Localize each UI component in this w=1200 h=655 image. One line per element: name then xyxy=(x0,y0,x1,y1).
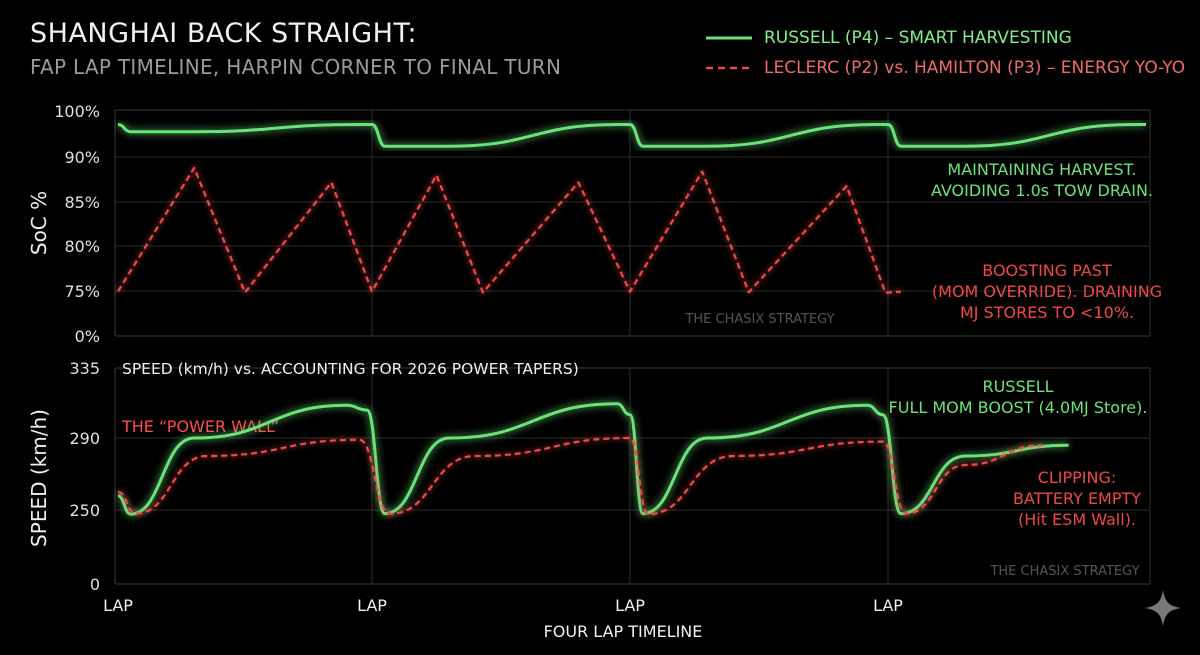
y-tick-label: 75% xyxy=(64,282,100,301)
y-tick-label: 80% xyxy=(64,237,100,256)
speed-series-russell xyxy=(117,402,1069,516)
speed-series-leclerc-hamilton xyxy=(117,436,1043,516)
y-tick-label: 85% xyxy=(64,193,100,212)
panel-title: SPEED (km/h) vs. ACCOUNTING FOR 2026 POW… xyxy=(122,360,579,378)
watermark: THE CHASIX STRATEGY xyxy=(989,564,1139,579)
annotation-clipping-line-3: (Hit ESM Wall). xyxy=(1018,510,1136,529)
y-tick-label: 0 xyxy=(90,575,100,594)
legend-swatch-solid xyxy=(706,36,752,40)
bottom-panel: 335 290 250 0 SPEED (km/h) SPEED (km/h) … xyxy=(27,359,1151,641)
chart-subtitle: FAP LAP TIMELINE, HARPIN CORNER TO FINAL… xyxy=(30,55,562,79)
legend-swatch-dashed xyxy=(706,66,752,70)
x-tick-label: LAP xyxy=(103,596,133,615)
watermark: THE CHASIX STRATEGY xyxy=(684,312,834,327)
y-axis-label: SoC % xyxy=(27,191,51,255)
legend-item-russell: RUSSELL (P4) – SMART HARVESTING xyxy=(704,28,1072,48)
y-tick-label: 250 xyxy=(69,501,100,520)
soc-series-leclerc-hamilton xyxy=(117,166,901,294)
x-axis-label: FOUR LAP TIMELINE xyxy=(544,622,703,641)
sparkle-icon xyxy=(1145,590,1181,626)
power-wall-label: THE “POWER WALL” xyxy=(121,417,279,436)
annotation-boost-line-2: (MOM OVERRIDE). DRAINING xyxy=(932,282,1162,301)
top-panel: 100% 90% 85% 80% 75% 0% SoC % THE CHASIX… xyxy=(27,102,1162,346)
x-tick-label: LAP xyxy=(873,596,903,615)
annotation-harvest-line-1: MAINTAINING HARVEST. xyxy=(947,160,1136,179)
soc-series-russell xyxy=(117,123,1146,148)
legend-item-leclerc-hamilton: LECLERC (P2) vs. HAMILTON (P3) – ENERGY … xyxy=(704,58,1185,78)
annotation-clipping-line-2: BATTERY EMPTY xyxy=(1013,489,1141,508)
annotation-boost-line-1: BOOSTING PAST xyxy=(982,261,1112,280)
y-tick-label: 100% xyxy=(54,102,100,121)
annotation-harvest-line-2: AVOIDING 1.0s TOW DRAIN. xyxy=(931,181,1153,200)
chart-title: SHANGHAI BACK STRAIGHT: xyxy=(30,18,418,49)
annotation-boost-line-3: MJ STORES TO <10%. xyxy=(960,303,1134,322)
y-tick-label: 290 xyxy=(69,429,100,448)
x-tick-label: LAP xyxy=(615,596,645,615)
legend-label-russell: RUSSELL (P4) – SMART HARVESTING xyxy=(764,28,1072,48)
y-tick-label: 90% xyxy=(64,148,100,167)
x-tick-label: LAP xyxy=(357,596,387,615)
y-tick-label: 0% xyxy=(75,327,100,346)
legend-label-leclerc-hamilton: LECLERC (P2) vs. HAMILTON (P3) – ENERGY … xyxy=(764,58,1186,78)
y-axis-label: SPEED (km/h) xyxy=(27,409,51,547)
annotation-clipping-line-1: CLIPPING: xyxy=(1038,468,1117,487)
annotation-russell-line-2: FULL MOM BOOST (4.0MJ Store). xyxy=(889,398,1148,417)
annotation-russell-line-1: RUSSELL xyxy=(982,377,1053,396)
y-tick-label: 335 xyxy=(69,359,100,378)
